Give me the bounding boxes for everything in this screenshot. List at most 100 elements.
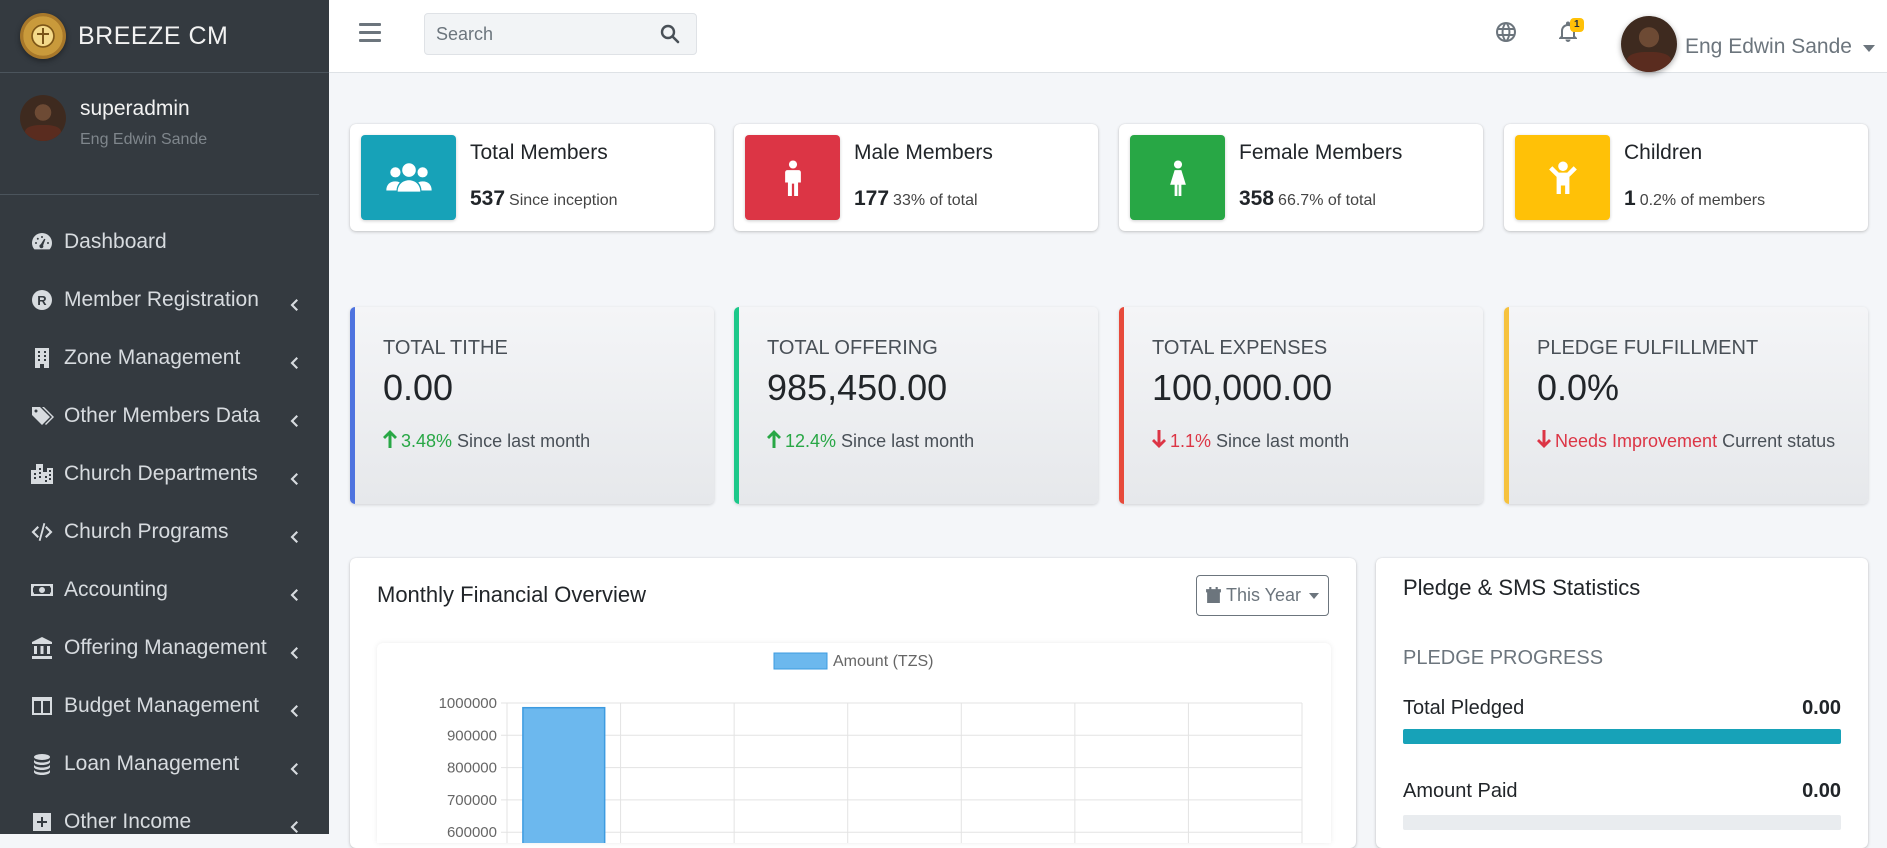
stat-change: Needs Improvement [1555, 431, 1718, 451]
user-menu-dropdown[interactable]: Eng Edwin Sande [1621, 16, 1875, 72]
info-box-children: Children 1 0.2% of members [1504, 124, 1868, 231]
arrow-up-icon [767, 430, 785, 453]
sidebar-item-dashboard[interactable]: Dashboard [0, 213, 329, 271]
arrow-down-icon [1537, 430, 1555, 453]
top-navbar: 1 Eng Edwin Sande [329, 0, 1887, 73]
header-avatar [1621, 16, 1677, 72]
chevron-left-icon [287, 816, 299, 833]
sidebar-avatar [20, 95, 66, 141]
sidebar-item-loan-management[interactable]: Loan Management [0, 735, 329, 793]
sidebar-item-church-departments[interactable]: Church Departments [0, 445, 329, 503]
info-box-number: 537 [470, 187, 506, 210]
stat-change: 1.1% [1170, 431, 1212, 451]
stat-card-pledge-fulfillment: PLEDGE FULFILLMENT 0.0% Needs Improvement C… [1504, 307, 1868, 504]
bank-icon [28, 634, 56, 662]
notification-bell-icon[interactable]: 1 [1556, 18, 1584, 46]
sidebar-item-label: Church Departments [64, 462, 258, 485]
menu-toggle-icon[interactable] [359, 23, 381, 42]
chevron-left-icon [287, 584, 299, 601]
y-tick-label: 700000 [447, 792, 497, 809]
period-select-label: This Year [1225, 585, 1302, 605]
chevron-left-icon [287, 294, 299, 311]
amount-paid-progress [1403, 815, 1841, 830]
sidebar-item-label: Church Programs [64, 520, 229, 543]
child-icon [1515, 135, 1610, 220]
info-box-title: Total Members [470, 141, 608, 164]
sidebar-item-label: Accounting [64, 578, 168, 601]
info-box-number: 358 [1239, 187, 1275, 210]
info-box-description: 0.2% of members [1639, 192, 1766, 209]
y-tick-label: 800000 [447, 760, 497, 777]
sidebar-fullname: Eng Edwin Sande [80, 131, 208, 148]
stat-value: 985,450.00 [767, 367, 948, 408]
info-box-female-members: Female Members 358 66.7% of total [1119, 124, 1483, 231]
arrow-down-icon [1152, 430, 1170, 453]
info-box-title: Female Members [1239, 141, 1403, 164]
sidebar-item-zone-management[interactable]: Zone Management [0, 329, 329, 387]
sidebar-item-budget-management[interactable]: Budget Management [0, 677, 329, 735]
sidebar-username[interactable]: superadmin [80, 97, 190, 120]
coins-icon [28, 750, 56, 778]
brand-link[interactable]: BREEZE CM [0, 0, 329, 73]
sidebar-item-other-income[interactable]: Other Income [0, 793, 329, 834]
chevron-left-icon [287, 410, 299, 427]
globe-icon[interactable] [1494, 20, 1520, 46]
sidebar-item-accounting[interactable]: Accounting [0, 561, 329, 619]
users-icon [361, 135, 456, 220]
sidebar-item-church-programs[interactable]: Church Programs [0, 503, 329, 561]
stat-value: 0.00 [383, 367, 454, 408]
male-icon [745, 135, 840, 220]
header-user-name: Eng Edwin Sande [1685, 35, 1852, 58]
amount-paid-row: Amount Paid 0.00 [1403, 780, 1841, 803]
stat-note: Since last month [457, 431, 591, 451]
stat-value: 0.0% [1537, 367, 1620, 408]
chevron-down-icon [1309, 592, 1320, 599]
total-pledged-row: Total Pledged 0.00 [1403, 697, 1841, 720]
info-box-total-members: Total Members 537 Since inception [350, 124, 714, 231]
sidebar-item-offering-management[interactable]: Offering Management [0, 619, 329, 677]
search-icon[interactable] [650, 14, 690, 54]
svg-text:R: R [37, 293, 47, 308]
info-box-number: 177 [854, 187, 890, 210]
financial-chart-svg: Amount (TZS) 1000000 900000 800000 700000 600… [439, 652, 1303, 843]
notification-badge: 1 [1570, 18, 1584, 32]
search-input[interactable] [425, 22, 650, 46]
y-tick-label: 1000000 [439, 695, 497, 712]
sidebar-item-label: Other Members Data [64, 404, 261, 427]
stat-value: 100,000.00 [1152, 367, 1333, 408]
city-icon [28, 460, 56, 488]
total-pledged-value: 0.00 [1802, 697, 1841, 719]
user-panel[interactable]: superadmin Eng Edwin Sande [0, 73, 319, 195]
sidebar-item-member-registration[interactable]: R Member Registration [0, 271, 329, 329]
info-box-number: 1 [1624, 187, 1636, 210]
amount-paid-label: Amount Paid [1403, 780, 1518, 802]
financial-overview-title: Monthly Financial Overview [377, 582, 646, 607]
columns-icon [28, 692, 56, 720]
building-icon [28, 344, 56, 372]
chevron-down-icon [1862, 44, 1875, 52]
pledge-card-title: Pledge & SMS Statistics [1403, 575, 1641, 600]
stat-note: Since last month [1216, 431, 1350, 451]
total-pledged-progress-fill [1403, 729, 1841, 744]
legend-swatch [773, 652, 828, 670]
brand-logo-icon [20, 13, 66, 59]
sidebar-item-label: Budget Management [64, 694, 259, 717]
sidebar-item-other-members-data[interactable]: Other Members Data [0, 387, 329, 445]
sidebar-item-label: Zone Management [64, 346, 241, 369]
chevron-left-icon [287, 352, 299, 369]
info-box-description: Since inception [509, 192, 618, 209]
registered-icon: R [28, 286, 56, 314]
arrow-up-icon [383, 430, 401, 453]
stat-label: PLEDGE FULFILLMENT [1537, 337, 1759, 359]
info-box-description: 33% of total [893, 192, 978, 209]
stat-note: Current status [1722, 431, 1836, 451]
period-select-button[interactable]: This Year [1196, 575, 1329, 616]
chevron-left-icon [287, 642, 299, 659]
info-box-title: Children [1624, 141, 1703, 164]
calendar-icon [1206, 587, 1221, 603]
financial-chart: Amount (TZS) 1000000 900000 800000 700000 600… [377, 643, 1331, 843]
tachometer-icon [28, 228, 56, 256]
stat-label: TOTAL EXPENSES [1152, 337, 1328, 359]
stat-change: 3.48% [401, 431, 453, 451]
legend-label: Amount (TZS) [833, 653, 933, 670]
